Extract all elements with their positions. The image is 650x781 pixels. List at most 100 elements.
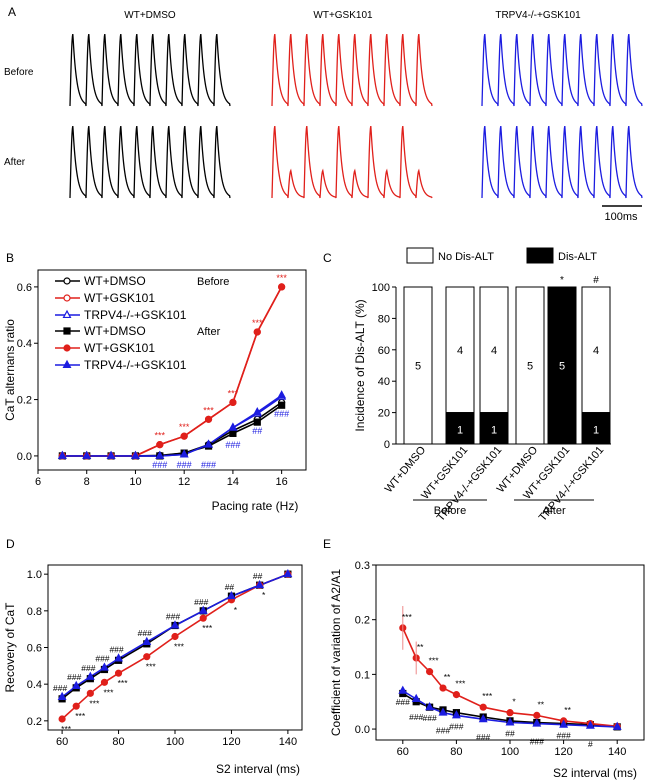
data-point-d-3 [283,568,293,578]
x-tick-label: 10 [129,476,141,488]
y-tick-label: 0.0 [17,451,32,463]
significance-mark-b: ## [252,426,262,436]
significance-mark-c: * [560,275,564,286]
data-point-d-2 [114,669,123,677]
data-point-d-2 [86,689,94,697]
significance-mark-b: ### [201,460,216,470]
bar-dis-alt [445,412,475,445]
data-point-d-3 [142,636,152,646]
x-tick-label: 120 [222,736,240,748]
significance-mark-d: *** [75,711,86,721]
significance-mark-e: *** [402,612,413,622]
legend-label-dis-alt: Dis-ALT [558,251,597,263]
data-point-e-3 [398,685,408,694]
data-point-b-6 [106,450,116,459]
data-point-b-6 [204,439,214,448]
trace-row-label-before: Before [4,67,34,78]
data-point-d-3 [170,620,180,629]
x-tick-label: 120 [554,746,572,758]
significance-mark-d: ### [109,645,123,655]
calcium-trace-1-before [69,33,231,107]
data-point-e-3 [585,720,595,729]
significance-mark-e: ### [396,697,410,707]
x-tick-label: 80 [450,746,462,758]
trace-column-title-3: TRPV4-/-+GSK101 [495,10,581,21]
chart-c: 0 20 40 60 80 100 Incidence of Dis-ALT (%) 5 WT+… [353,275,611,524]
bar-dis-alt [479,412,509,445]
bar-no-dis-alt [515,286,545,445]
series-line-b-1 [62,401,283,457]
bar-count-label: 5 [527,361,533,373]
y-tick-label: 40 [378,376,390,388]
bar-count-label: 4 [593,345,599,357]
x-axis-label: S2 interval (ms) [553,766,637,780]
significance-mark-e: ** [537,699,544,709]
significance-mark-b: ### [152,460,167,470]
significance-mark-d: ### [166,612,180,622]
bar-count-label: 1 [491,424,497,436]
x-tick-label: 16 [276,476,288,488]
significance-mark-d: ### [138,628,152,638]
y-tick-label: 0.4 [27,679,42,691]
panel-letter-d: D [6,537,15,551]
data-point-d-2 [171,632,179,641]
data-point-d-3 [226,590,236,600]
y-tick-label: 0.0 [355,724,370,736]
data-point-d-3 [85,671,95,680]
series-line-b-6 [62,394,283,457]
bar-count-label: 4 [457,345,463,357]
legend-marker-b [63,327,71,335]
data-point-e-3 [559,719,569,728]
y-tick-label: 0 [384,439,390,451]
data-point-e-2 [533,711,541,719]
data-point-e-2 [439,684,447,692]
y-tick-label: 0.2 [355,615,370,627]
significance-mark-c: # [593,275,599,286]
data-point-b-6 [179,449,189,458]
legend-swatch-dis-alt [526,247,554,264]
data-point-d-2 [58,715,66,723]
data-point-d-2 [100,678,109,686]
data-point-e-3 [612,721,622,730]
significance-mark-e: *** [429,656,440,666]
bar-dis-alt [547,286,577,445]
chart-d: 60 80 100 120 140 0.2 0.4 0.6 0.8 1.0 S2 interval … [3,564,303,776]
data-point-d-3 [57,691,67,701]
significance-mark-e: ### [423,713,437,723]
panel-letter-e: E [323,537,331,551]
bar-count-label: 5 [559,361,565,373]
x-axis-label: S2 interval (ms) [216,762,300,776]
significance-mark-d: ### [67,672,81,682]
chart-e: 60 80 100 120 140 0.0 0.1 0.2 0.3 S2 interval (ms… [329,560,645,780]
significance-mark-d: *** [103,687,114,697]
x-tick-label: 100 [166,736,184,748]
data-point-b-5 [180,432,188,440]
significance-mark-d: ### [53,683,67,693]
trace-column-title-2: WT+GSK101 [313,10,373,21]
y-axis-label: CaT alternans ratio [3,319,17,421]
significance-mark-b: *** [252,318,263,328]
data-point-d-3 [255,579,265,589]
data-point-e-3 [438,707,448,716]
significance-mark-e: ### [530,737,544,747]
x-tick-label: 140 [279,736,297,748]
significance-mark-d: ## [253,571,263,581]
y-tick-label: 1.0 [27,569,42,581]
series-line-b-4 [62,404,283,457]
significance-mark-d: ## [225,582,235,592]
significance-mark-d: * [262,590,266,600]
panel-c-legend: No Dis-ALT Dis-ALT [406,247,597,264]
data-point-b-4 [278,401,286,409]
x-tick-label: 80 [112,736,124,748]
calcium-traces [69,33,643,199]
data-point-d-3 [114,653,124,662]
group-label-after: After [542,505,566,517]
data-point-b-5 [156,441,164,449]
data-point-b-5 [204,415,213,423]
data-point-b-6 [130,450,140,459]
calcium-trace-3-after [481,125,643,199]
legend-label-no-dis-alt: No Dis-ALT [438,251,494,263]
x-category-label: TRPV4-/-+GSK101 [537,444,607,524]
calcium-trace-1-after [69,125,231,199]
data-point-e-2 [426,668,434,676]
